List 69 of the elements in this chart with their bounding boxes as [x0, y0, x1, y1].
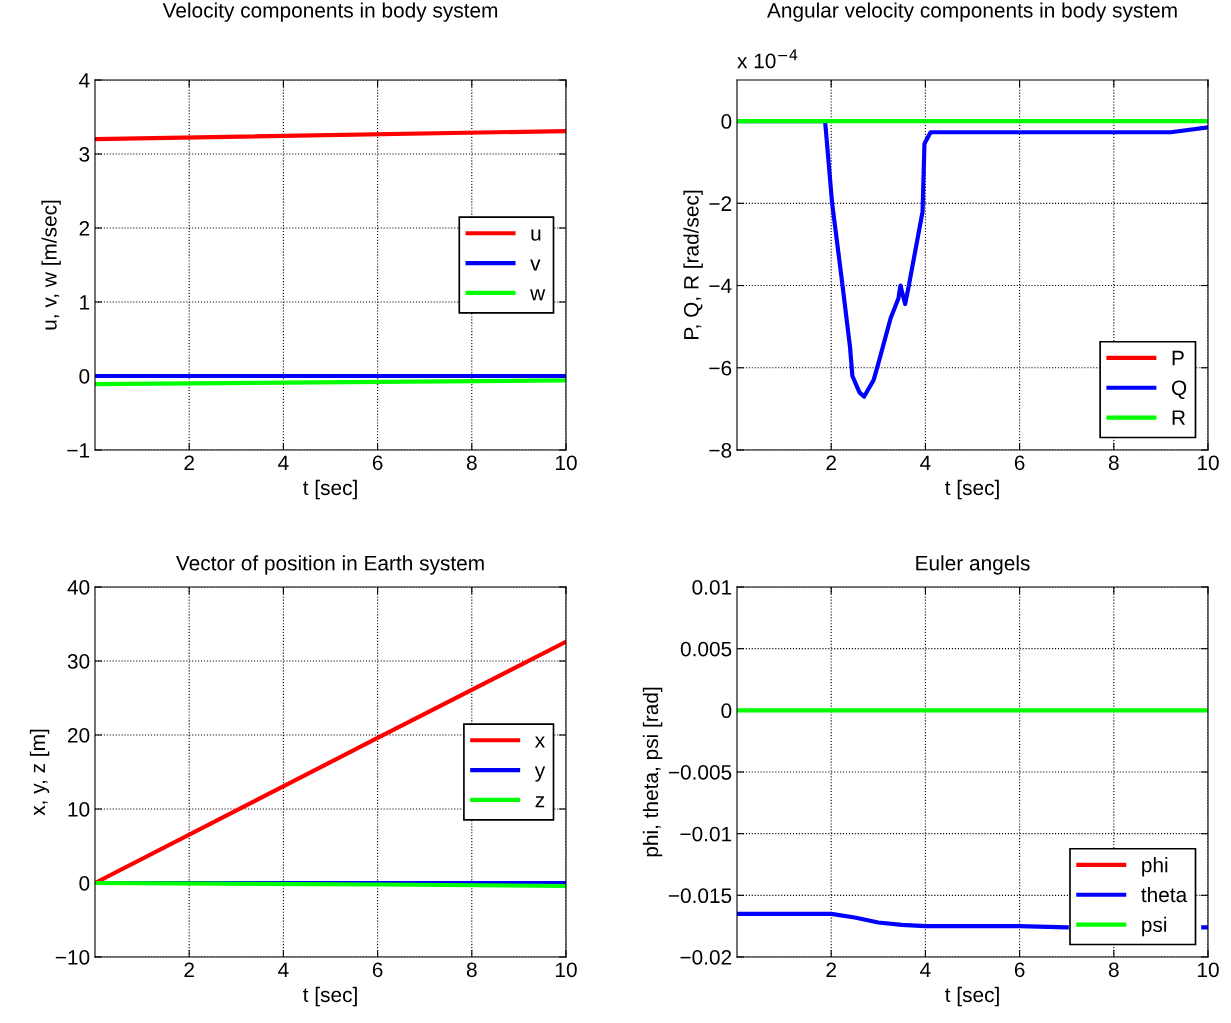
x-tick-label: 10 — [1198, 962, 1219, 978]
x-axis-title: t [sec] — [945, 479, 999, 500]
x-axis-title: t [sec] — [945, 986, 999, 1007]
y-tick-label: −2 — [709, 196, 732, 211]
y-tick-label: −4 — [709, 278, 732, 294]
legend-label: y — [534, 766, 546, 782]
legend-label: phi — [1142, 857, 1168, 877]
x-tick-label: 2 — [826, 962, 836, 977]
x-tick-label: 8 — [466, 455, 477, 471]
x-tick-label: 2 — [826, 455, 836, 470]
legend-label: psi — [1142, 916, 1167, 937]
chart-title: Velocity components in body system — [162, 2, 498, 22]
x-tick-label: 10 — [556, 455, 577, 471]
y-tick-label: 30 — [67, 654, 90, 669]
x-tick-label: 8 — [1108, 962, 1119, 978]
legend-label: P — [1172, 350, 1184, 366]
chart-title: Euler angels — [916, 555, 1030, 575]
y-tick-label: 1 — [80, 295, 90, 310]
x-tick-label: 8 — [466, 962, 477, 978]
y-tick-label: 40 — [67, 580, 90, 595]
x-tick-label: 4 — [278, 962, 289, 977]
y-tick-label: 0 — [79, 369, 90, 384]
y-tick-label: 10 — [68, 802, 90, 817]
y-tick-label: −1 — [67, 443, 90, 458]
y-tick-label: 20 — [68, 728, 90, 743]
x-tick-label: 2 — [184, 962, 194, 977]
y-tick-label: 4 — [79, 73, 90, 88]
y-axis-title: phi, theta, psi [rad] — [642, 687, 663, 857]
y-axis-title: u, v, w [m/sec] — [41, 200, 61, 330]
x-tick-label: 10 — [556, 962, 577, 978]
y-tick-label: 0 — [721, 703, 732, 719]
y-tick-label: −8 — [709, 443, 732, 458]
legend-label: v — [530, 259, 541, 271]
x-tick-label: 4 — [920, 455, 931, 470]
x-tick-label: 6 — [1014, 455, 1025, 471]
y-tick-label: −0.01 — [680, 826, 732, 842]
y-axis-title: x, y, z [m] — [29, 729, 50, 816]
chart-title: Vector of position in Earth system — [176, 555, 484, 575]
y-tick-label: 0.005 — [680, 641, 732, 657]
x-tick-label: 2 — [184, 455, 194, 470]
legend-label: x — [534, 736, 545, 748]
y-tick-label: −6 — [709, 360, 732, 376]
x-tick-label: 6 — [372, 962, 383, 978]
legend-label: R — [1172, 410, 1186, 425]
legend-label: w — [530, 289, 546, 301]
text: x 10$^{−4}$ — [737, 49, 798, 69]
legend-label: theta — [1141, 886, 1188, 903]
legend-label: Q — [1171, 380, 1187, 399]
y-tick-label: 0 — [721, 114, 732, 129]
y-tick-label: −0.005 — [668, 765, 732, 780]
chart-title: Angular velocity components in body system — [767, 2, 1177, 22]
x-tick-label: 10 — [1198, 455, 1219, 471]
x-axis-title: t [sec] — [303, 479, 357, 500]
y-tick-label: 0.01 — [692, 580, 732, 595]
y-tick-label: −10 — [55, 950, 90, 965]
y-tick-label: −0.015 — [668, 888, 732, 904]
x-tick-label: 6 — [1014, 962, 1025, 978]
x-tick-label: 4 — [920, 962, 931, 977]
y-tick-label: 0 — [79, 876, 90, 891]
x-tick-label: 8 — [1108, 455, 1119, 471]
legend-label: z — [535, 796, 545, 808]
y-axis-title: P, Q, R [rad/sec] — [683, 190, 703, 339]
y-tick-label: −0.02 — [680, 950, 732, 965]
x-tick-label: 6 — [372, 455, 383, 471]
legend-label: u — [531, 229, 541, 241]
x-axis-title: t [sec] — [303, 986, 357, 1007]
x-tick-label: 4 — [278, 455, 289, 470]
y-tick-label: 2 — [79, 221, 90, 236]
y-tick-label: 3 — [79, 147, 90, 162]
